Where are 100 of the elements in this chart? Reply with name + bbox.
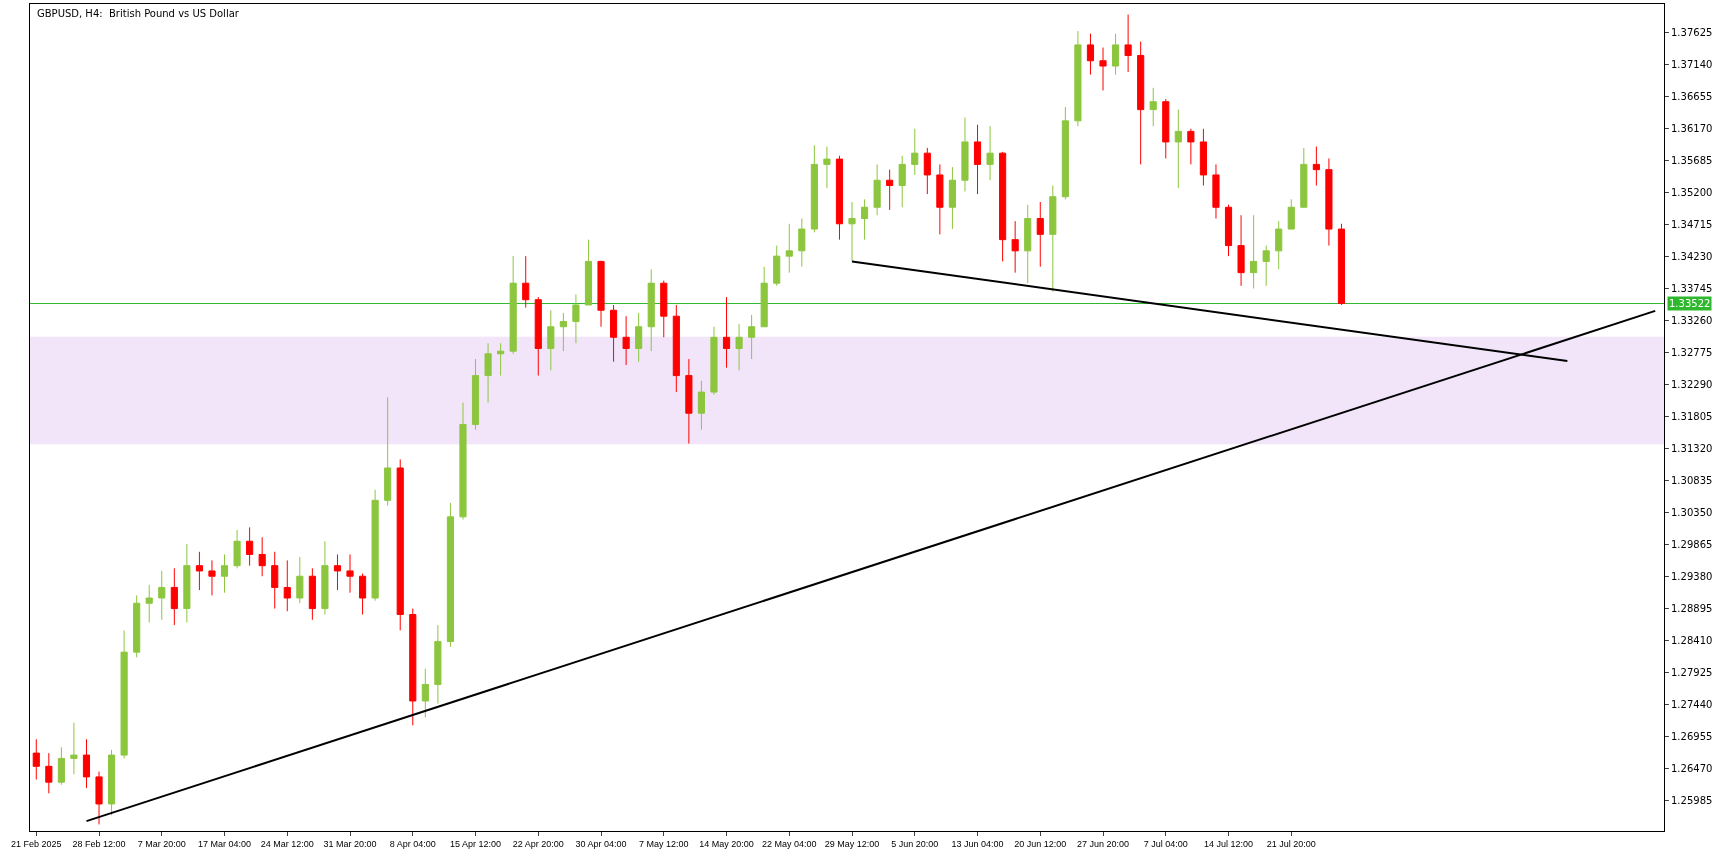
candlestick xyxy=(459,402,467,520)
candlestick xyxy=(1325,157,1333,247)
candlestick xyxy=(697,380,705,431)
y-tick-label: 1.36170 xyxy=(1671,123,1713,135)
candlestick xyxy=(1049,185,1057,293)
candlestick xyxy=(509,255,517,355)
x-tick-label: 21 Jul 20:00 xyxy=(1266,838,1316,849)
candlestick xyxy=(220,553,229,594)
y-tick-label: 1.37140 xyxy=(1671,59,1713,71)
candlestick xyxy=(471,358,480,431)
candlestick xyxy=(547,309,555,371)
candlestick xyxy=(973,124,982,195)
x-tick-label: 22 May 04:00 xyxy=(762,838,817,849)
x-tick-label: 29 May 12:00 xyxy=(824,838,880,849)
candlestick xyxy=(647,268,655,352)
candlestick xyxy=(296,556,304,604)
candlestick xyxy=(1024,204,1032,284)
candlestick xyxy=(735,323,743,371)
y-tick-label: 1.29380 xyxy=(1671,571,1713,583)
candlestick xyxy=(986,125,994,181)
candlestick xyxy=(246,526,254,567)
candlestick xyxy=(108,749,116,816)
candlestick xyxy=(911,128,919,176)
candlestick xyxy=(622,315,630,366)
y-tick-label: 1.31805 xyxy=(1671,411,1713,423)
x-tick-label: 14 Jul 12:00 xyxy=(1204,838,1254,849)
candlestick xyxy=(333,553,342,591)
candlestick xyxy=(233,529,241,569)
candlestick xyxy=(559,312,567,352)
candlestick xyxy=(32,738,40,781)
candlestick xyxy=(610,304,618,363)
candlestick xyxy=(208,559,216,596)
candlestick xyxy=(497,342,505,377)
candlestick xyxy=(82,738,91,789)
candlestick xyxy=(961,117,969,192)
candlestick xyxy=(1250,214,1258,289)
candlestick xyxy=(898,155,906,208)
candlestick xyxy=(421,668,429,718)
x-tick-label: 7 Mar 20:00 xyxy=(137,838,186,849)
candlestick xyxy=(748,314,756,360)
candlestick xyxy=(1224,204,1233,257)
candlestick xyxy=(95,771,103,825)
x-tick-label: 14 May 20:00 xyxy=(699,838,754,849)
candlestick xyxy=(183,543,191,623)
y-tick-label: 1.35200 xyxy=(1671,187,1713,199)
candlestick xyxy=(271,551,279,610)
x-tick-label: 7 Jul 04:00 xyxy=(1143,838,1188,849)
candlestick xyxy=(409,608,417,726)
candlestick xyxy=(145,584,153,623)
candlestick xyxy=(999,151,1007,262)
candlestick xyxy=(359,573,367,616)
candlestick xyxy=(1237,214,1245,287)
candlestick xyxy=(861,198,869,241)
candlestick xyxy=(1011,220,1019,274)
candlestick xyxy=(722,296,731,369)
candlestick xyxy=(283,559,291,612)
candlestick xyxy=(1036,201,1044,268)
x-tick-label: 27 Jun 20:00 xyxy=(1077,838,1130,849)
x-tick-label: 15 Apr 12:00 xyxy=(450,838,502,849)
candlestick xyxy=(798,218,806,268)
candlestick xyxy=(710,326,718,396)
candlestick xyxy=(1275,220,1283,270)
candlestick xyxy=(57,746,65,786)
candlestick xyxy=(308,567,316,621)
y-tick-label: 1.27440 xyxy=(1671,699,1713,711)
y-tick-label: 1.31320 xyxy=(1671,443,1713,455)
candlestick xyxy=(384,396,392,507)
candlestick xyxy=(635,312,643,363)
candlestick xyxy=(158,570,166,621)
x-tick-label: 22 Apr 20:00 xyxy=(512,838,564,849)
candlestick xyxy=(321,540,329,616)
x-tick-label: 28 Feb 12:00 xyxy=(72,838,126,849)
candlestick xyxy=(660,280,668,338)
candlestick xyxy=(1111,33,1120,76)
candlestick xyxy=(534,296,542,377)
candlestick xyxy=(810,144,818,233)
candlestick xyxy=(258,536,266,577)
candlestick xyxy=(522,255,530,309)
candlestick xyxy=(936,163,944,235)
candlestick xyxy=(1074,30,1082,127)
candlestick xyxy=(597,260,605,328)
candlestick xyxy=(45,752,53,794)
candlestick xyxy=(948,166,956,230)
y-tick-label: 1.32775 xyxy=(1671,347,1713,359)
x-tick-label: 20 Jun 12:00 xyxy=(1014,838,1067,849)
candlestick xyxy=(760,266,768,328)
y-tick-label: 1.28895 xyxy=(1671,603,1713,615)
candlestick xyxy=(195,551,203,591)
y-tick-label: 1.29865 xyxy=(1671,539,1713,551)
x-tick-label: 24 Mar 12:00 xyxy=(260,838,314,849)
candlestick xyxy=(785,223,793,274)
candlestick xyxy=(1262,245,1270,287)
y-tick-label: 1.26470 xyxy=(1671,763,1713,775)
candlestick xyxy=(1124,14,1132,73)
candlestick xyxy=(1187,128,1195,165)
candlestick xyxy=(1137,41,1145,165)
y-tick-label: 1.33745 xyxy=(1671,283,1713,295)
y-tick-label: 1.33260 xyxy=(1671,315,1713,327)
candlestick xyxy=(446,502,454,648)
candlestick xyxy=(685,358,693,445)
